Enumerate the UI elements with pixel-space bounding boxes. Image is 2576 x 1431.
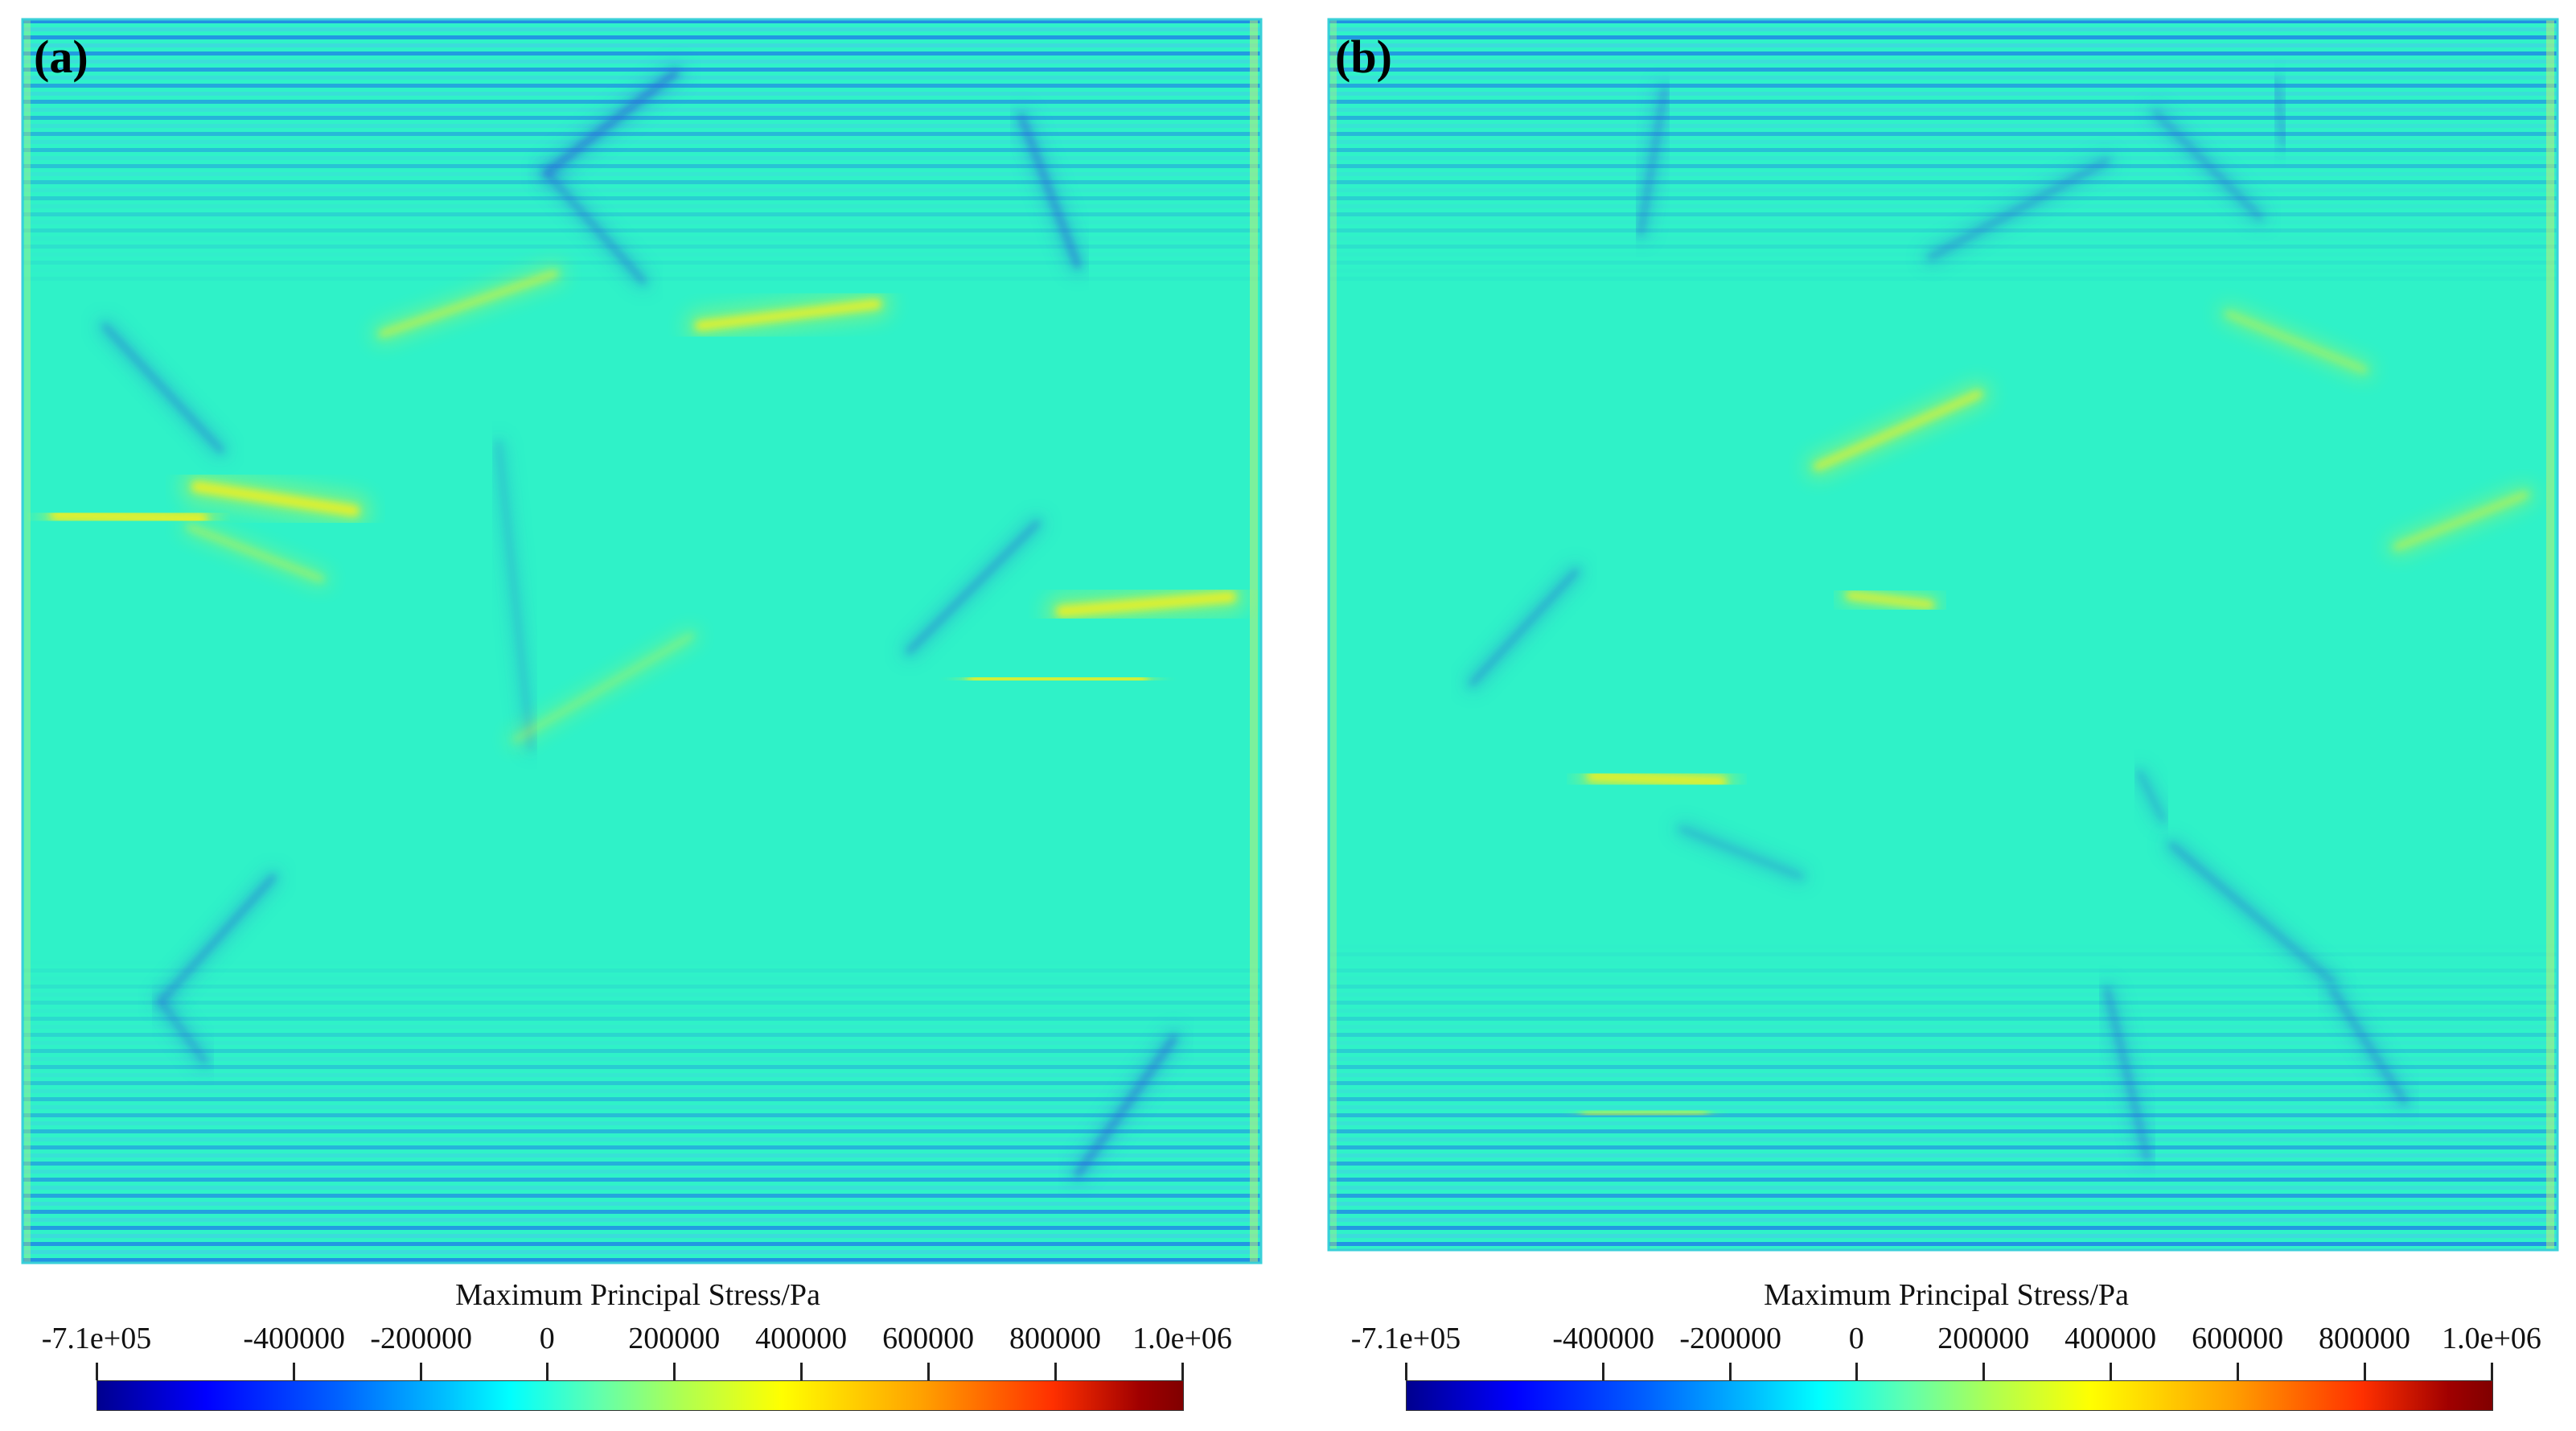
colorbar-tick-label: 1.0e+06 — [2442, 1322, 2541, 1355]
colorbar-tick-mark — [1729, 1363, 1732, 1380]
colorbar-tick-mark — [1054, 1363, 1057, 1380]
colorbar-tick-label: 400000 — [2064, 1322, 2157, 1355]
stress-field-a — [21, 18, 1263, 1264]
colorbar-tick-label: 200000 — [1937, 1322, 2030, 1355]
colorbar-tick-label: -400000 — [1552, 1322, 1655, 1355]
colorbar-tick-label: 800000 — [1009, 1322, 1102, 1355]
colorbar-tick-label: 200000 — [628, 1322, 721, 1355]
colorbar-tick-label: 0 — [539, 1322, 555, 1355]
colorbar-tick-label: -7.1e+05 — [1350, 1322, 1461, 1355]
colorbar-tick-mark — [420, 1363, 423, 1380]
colorbar-tick-mark — [95, 1363, 98, 1380]
stress-bands — [37, 63, 1247, 1183]
colorbar-tick-label: -400000 — [243, 1322, 346, 1355]
colorbar-tick-label: 600000 — [882, 1322, 975, 1355]
panel-a: (a) Maximum Principal Stress/Pa -7.1e+05… — [0, 0, 1287, 1431]
boundary-stripes — [1329, 19, 2558, 1250]
colorbar-a — [97, 1380, 1184, 1411]
colorbar-tick-label: -200000 — [370, 1322, 472, 1355]
colorbar-tick-mark — [2363, 1363, 2366, 1380]
stress-bands — [1465, 74, 2535, 1166]
colorbar-tick-mark — [293, 1363, 296, 1380]
colorbar-tick-mark — [2236, 1363, 2239, 1380]
colorbar-tick-mark — [1181, 1363, 1184, 1380]
colorbar-tick-mark — [545, 1363, 548, 1380]
panel-label-b: (b) — [1335, 31, 1392, 83]
colorbar-tick-label: -200000 — [1679, 1322, 1781, 1355]
colorbar-tick-label: 800000 — [2319, 1322, 2411, 1355]
colorbar-tick-label: 1.0e+06 — [1132, 1322, 1232, 1355]
colorbar-tick-mark — [1982, 1363, 1985, 1380]
colorbar-tick-mark — [1602, 1363, 1605, 1380]
colorbar-tick-mark — [1855, 1363, 1858, 1380]
stress-field-b — [1327, 18, 2559, 1252]
colorbar-tick-label: -7.1e+05 — [41, 1322, 152, 1355]
colorbar-tick-mark — [672, 1363, 676, 1380]
panel-b: (b) Maximum Principal Stress/Pa -7.1e+05… — [1287, 0, 2576, 1431]
colorbar-tick-label: 400000 — [755, 1322, 848, 1355]
colorbar-tick-mark — [2109, 1363, 2112, 1380]
colorbar-tick-mark — [2490, 1363, 2493, 1380]
colorbar-title-a: Maximum Principal Stress/Pa — [455, 1278, 820, 1312]
field-background — [1329, 19, 2558, 1250]
colorbar-tick-label: 0 — [1848, 1322, 1864, 1355]
colorbar-tick-mark — [1404, 1363, 1407, 1380]
panel-label-a: (a) — [34, 31, 88, 83]
colorbar-tick-mark — [926, 1363, 930, 1380]
colorbar-tick-label: 600000 — [2192, 1322, 2284, 1355]
colorbar-title-b: Maximum Principal Stress/Pa — [1764, 1278, 2129, 1312]
colorbar-tick-mark — [799, 1363, 803, 1380]
colorbar-b — [1406, 1380, 2493, 1411]
